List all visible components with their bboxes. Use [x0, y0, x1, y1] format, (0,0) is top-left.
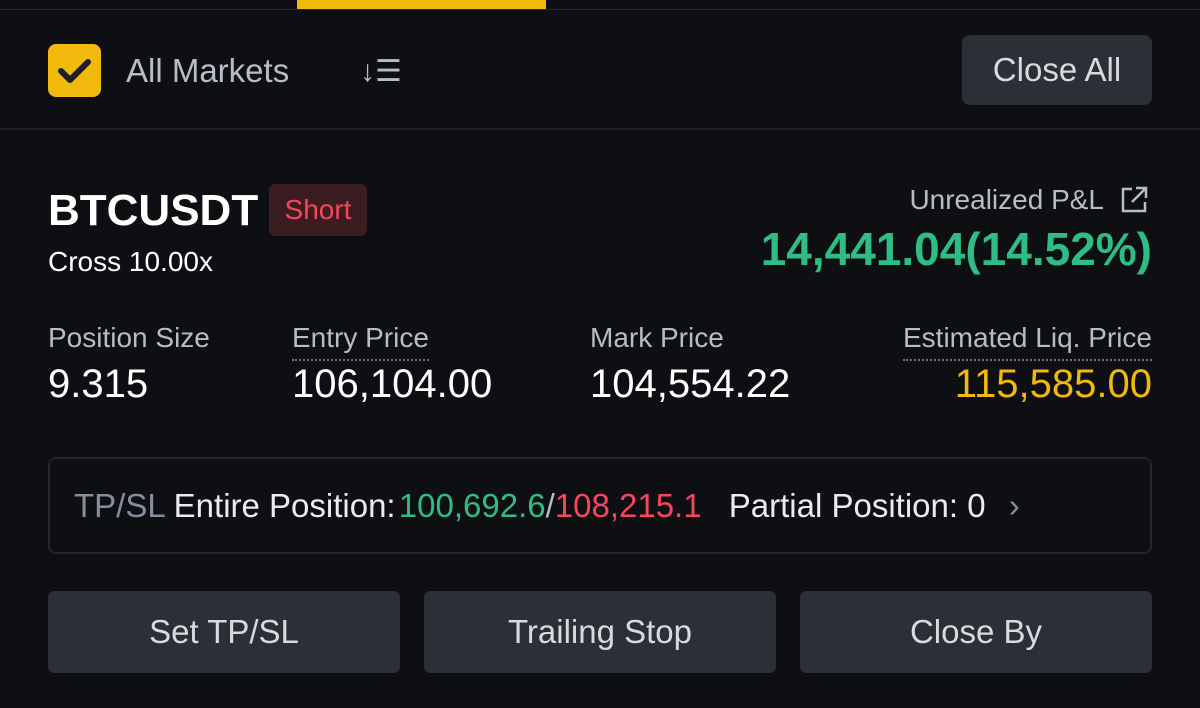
tab-divider — [0, 9, 1200, 10]
share-icon[interactable] — [1118, 184, 1150, 216]
partial-position-value: 0 — [967, 487, 986, 524]
unrealized-pnl-label: Unrealized P&L — [909, 184, 1104, 215]
set-tpsl-button[interactable]: Set TP/SL — [48, 591, 400, 673]
close-by-button[interactable]: Close By — [800, 591, 1152, 673]
stat-value: 9.315 — [48, 362, 149, 406]
stat-value: 104,554.22 — [590, 362, 791, 406]
estimated-liq-price: Estimated Liq. Price 115,585.00 — [903, 322, 1152, 407]
take-profit-value: 100,692.6 — [398, 487, 546, 524]
stat-label: Position Size — [48, 322, 210, 353]
side-badge: Short — [269, 184, 367, 236]
trailing-stop-button[interactable]: Trailing Stop — [424, 591, 776, 673]
position-size: Position Size 9.315 — [48, 322, 210, 407]
stat-label[interactable]: Entry Price — [292, 322, 429, 361]
check-icon — [58, 59, 91, 83]
tpsl-label: TP/SL — [74, 487, 165, 524]
close-all-button[interactable]: Close All — [962, 35, 1152, 105]
stat-label: Mark Price — [590, 322, 724, 353]
tpsl-row[interactable]: TP/SL Entire Position: 100,692.6/108,215… — [48, 457, 1152, 554]
stat-label[interactable]: Estimated Liq. Price — [903, 322, 1152, 361]
stat-value: 115,585.00 — [954, 362, 1152, 406]
entry-price: Entry Price 106,104.00 — [292, 322, 492, 407]
sort-list-icon[interactable]: ↓☰ — [360, 55, 402, 88]
unrealized-pnl-value: 14,441.04(14.52%) — [760, 223, 1152, 275]
stat-value: 106,104.00 — [292, 362, 493, 406]
all-markets-checkbox[interactable] — [48, 44, 101, 97]
partial-position-label: Partial Position: — [728, 487, 959, 524]
all-markets-label[interactable]: All Markets — [126, 52, 290, 89]
stop-loss-value: 108,215.1 — [554, 487, 702, 524]
chevron-right-icon: › — [1008, 487, 1020, 524]
tpsl-separator: / — [545, 487, 555, 524]
toolbar — [0, 10, 1200, 130]
margin-mode[interactable]: Cross 10.00x — [48, 246, 213, 277]
entire-position-label: Entire Position: — [173, 487, 396, 524]
symbol[interactable]: BTCUSDT — [48, 186, 259, 235]
active-tab-indicator — [297, 0, 546, 9]
mark-price: Mark Price 104,554.22 — [590, 322, 790, 407]
